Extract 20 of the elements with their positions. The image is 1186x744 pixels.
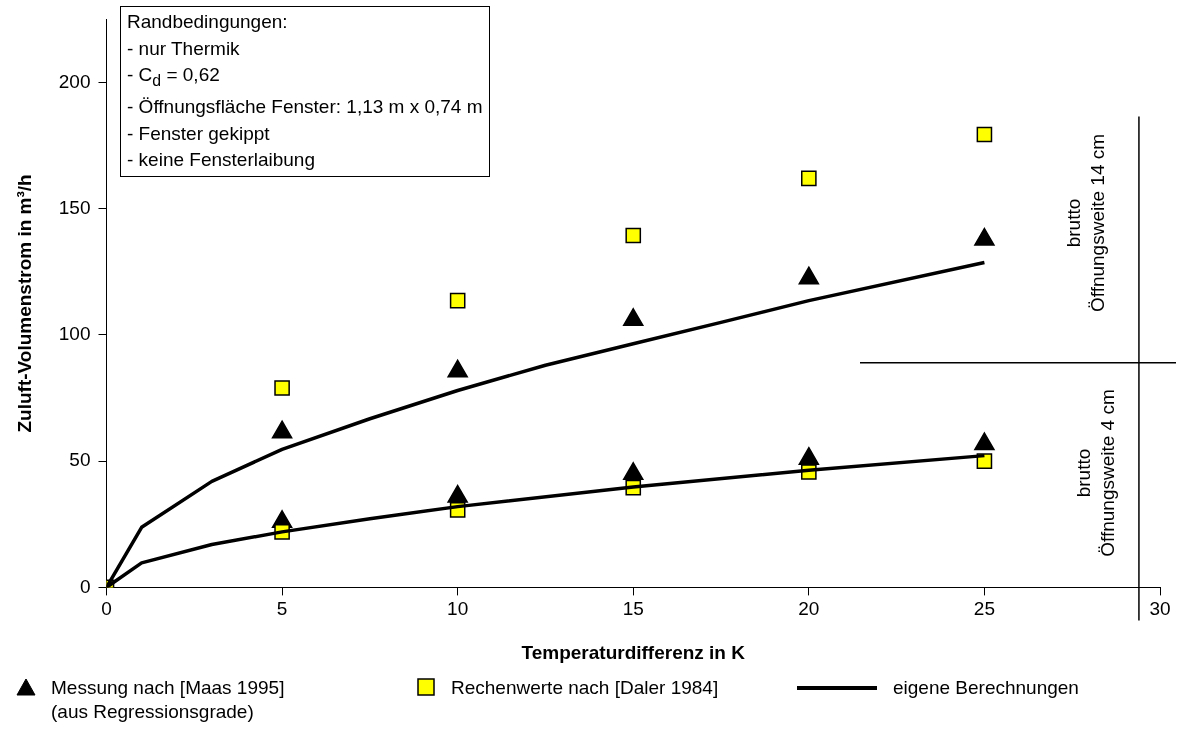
legend-label: eigene Berechnungen bbox=[893, 676, 1079, 700]
x-tick-label: 15 bbox=[622, 598, 644, 620]
x-tick-label: 5 bbox=[276, 598, 288, 620]
x-axis-title: Temperaturdifferenz in K bbox=[521, 641, 746, 663]
y-tick-label: 100 bbox=[58, 323, 91, 345]
annotation: brutto Öffnungsweite 14 cm bbox=[1062, 132, 1109, 315]
legend-label: Rechenwerte nach [Daler 1984] bbox=[451, 676, 719, 700]
y-tick-label: 0 bbox=[79, 575, 91, 597]
x-tick-label: 25 bbox=[973, 598, 995, 620]
x-tick-label: 0 bbox=[101, 598, 112, 620]
legend-label: Messung nach [Maas 1995] (aus Regressionsgrade) bbox=[51, 676, 285, 724]
y-tick-label: 150 bbox=[58, 196, 91, 218]
x-tick-label: 20 bbox=[798, 598, 820, 620]
y-tick-label: 200 bbox=[58, 70, 91, 92]
y-tick-label: 50 bbox=[69, 449, 91, 471]
x-tick-label: 10 bbox=[447, 598, 469, 620]
annotation: brutto Öffnungsweite 4 cm bbox=[1072, 388, 1119, 559]
x-tick-label: 30 bbox=[1149, 598, 1171, 620]
y-axis-title: Zuluft-Volumenstrom in m³/h bbox=[13, 174, 35, 433]
annotation: Randbedingungen: - nur Thermik - C$_{d}$ = 0,62 - Öffnungsfläche Fenster: 1,13 m x 0,74 m - Fenster gekippt - keine Fensterlaibung bbox=[120, 6, 490, 177]
